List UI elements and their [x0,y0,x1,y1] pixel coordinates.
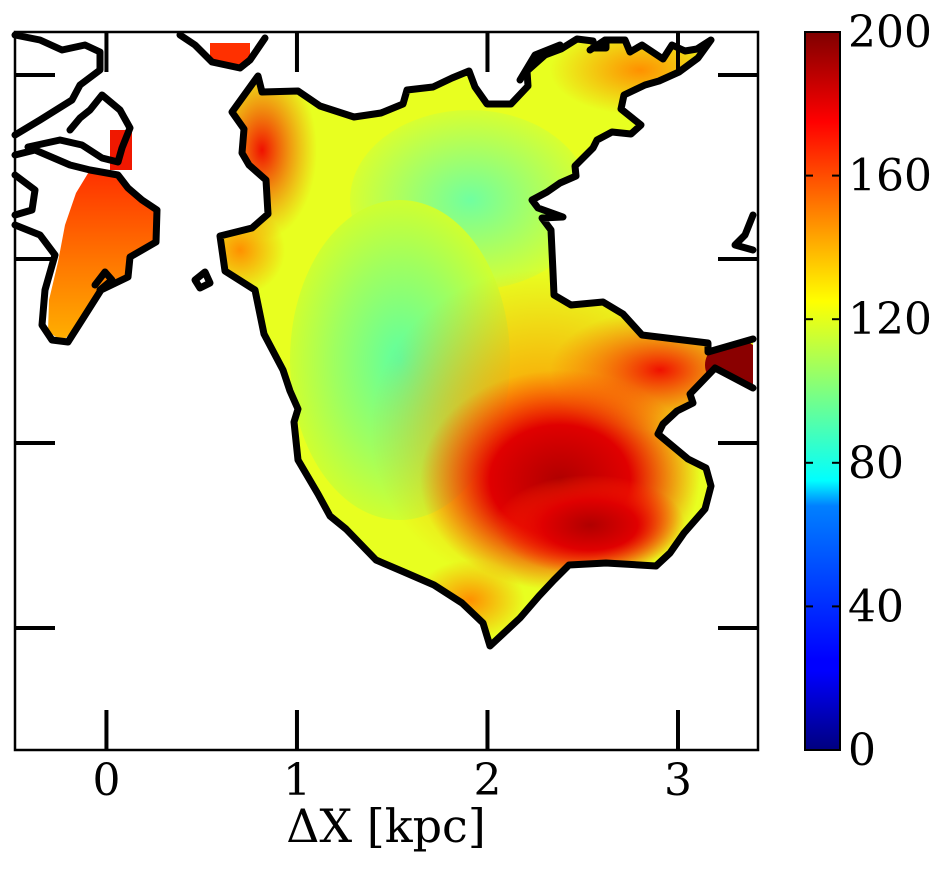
colorbar-tick-label: 160 [848,151,932,202]
small-island-contour [191,268,214,292]
upper-left-contour-c [176,31,269,72]
colorbar-ticks: 0 40 80 120 160 200 [805,7,932,776]
left-island-fill [48,170,157,341]
colorbar-tick-label: 40 [848,581,904,632]
x-tick-labels: 0 1 2 3 [92,755,692,806]
upper-left-contour-b [24,91,134,166]
main-contour [216,35,757,650]
plot-area [11,30,760,752]
top-right-contour [516,36,609,84]
x-axis-label: ΔX [kpc] [286,799,486,853]
contour-lines [11,31,757,650]
colorbar-gradient [804,31,841,751]
x-tick-label: 1 [283,755,311,806]
colorbar-tick-label: 120 [848,294,932,345]
colorbar: 0 40 80 120 160 200 [804,7,932,776]
left-island-inlet [91,268,116,294]
top-patch-fill [210,43,250,65]
x-tick-label: 2 [473,755,501,806]
x-tick-label: 0 [92,755,120,806]
colorbar-tick-label: 200 [848,7,932,58]
x-ticks [104,32,680,750]
colorbar-tick-label: 80 [848,438,904,489]
colorbar-tick-label: 0 [848,725,876,776]
y-ticks [15,73,758,630]
right-notch-contour [731,211,757,254]
upper-left-contour-a [11,31,104,139]
x-tick-label: 3 [664,755,692,806]
plot-frame [13,30,760,752]
